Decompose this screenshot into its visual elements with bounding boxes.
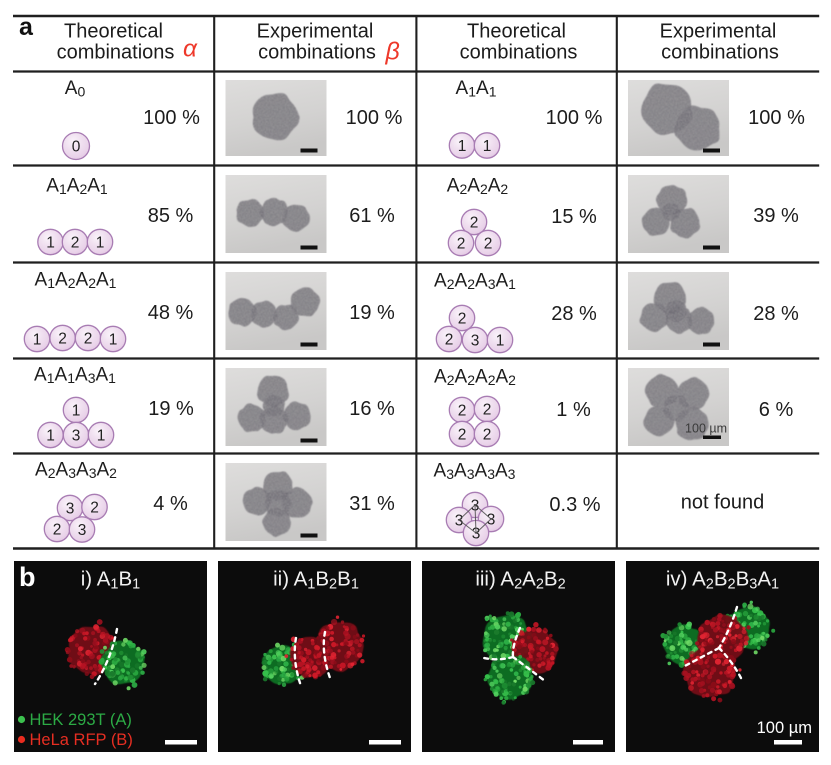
svg-text:A3​A3​A3​A3​: A3​A3​A3​A3​ <box>434 461 516 483</box>
svg-text:HEK 293T (A): HEK 293T (A) <box>30 711 132 729</box>
svg-text:A1​A1​: A1​A1​ <box>456 78 497 100</box>
svg-text:2: 2 <box>484 236 493 253</box>
svg-text:0.3 %: 0.3 % <box>549 494 600 516</box>
svg-text:combinations: combinations <box>258 42 376 64</box>
svg-text:iii) A2​A2​B2​: iii) A2​A2​B2​ <box>475 568 565 593</box>
svg-text:2: 2 <box>58 331 67 348</box>
svg-text:0: 0 <box>72 139 81 156</box>
svg-text:2: 2 <box>90 500 99 517</box>
svg-text:1: 1 <box>33 332 42 349</box>
svg-text:i) A1​B1​: i) A1​B1​ <box>81 568 140 593</box>
svg-text:combinations: combinations <box>57 42 175 64</box>
svg-text:100 µm: 100 µm <box>757 719 812 737</box>
svg-text:1: 1 <box>109 332 118 349</box>
svg-text:3: 3 <box>72 428 81 445</box>
svg-text:ii) A1​B2​B1​: ii) A1​B2​B1​ <box>273 568 359 593</box>
svg-text:A2​A3​A3​A2​: A2​A3​A3​A2​ <box>35 460 117 482</box>
svg-text:iv) A2​B2​B3​A1​: iv) A2​B2​B3​A1​ <box>666 568 779 593</box>
svg-text:Experimental: Experimental <box>660 21 777 43</box>
svg-text:A2​A2​A2​A2​: A2​A2​A2​A2​ <box>434 367 516 389</box>
svg-text:2: 2 <box>483 402 492 419</box>
svg-text:100 %: 100 % <box>143 107 200 129</box>
svg-text:A1​A2​A2​A1​: A1​A2​A2​A1​ <box>35 270 117 292</box>
svg-text:100 %: 100 % <box>748 107 805 129</box>
svg-text:19 %: 19 % <box>349 302 395 324</box>
svg-text:2: 2 <box>470 215 479 232</box>
svg-text:3: 3 <box>472 526 481 543</box>
svg-text:3: 3 <box>487 512 496 529</box>
svg-text:48 %: 48 % <box>148 302 194 324</box>
svg-text:1: 1 <box>46 235 55 252</box>
svg-text:A2​A2​A3​A1​: A2​A2​A3​A1​ <box>434 271 516 293</box>
svg-text:1: 1 <box>96 235 105 252</box>
svg-text:A2​A2​A2​: A2​A2​A2​ <box>447 176 509 198</box>
svg-text:2: 2 <box>483 427 492 444</box>
svg-text:100 µm: 100 µm <box>685 422 727 436</box>
svg-text:61 %: 61 % <box>349 205 395 227</box>
svg-text:combinations: combinations <box>661 42 779 64</box>
svg-text:1: 1 <box>46 428 55 445</box>
svg-text:100 %: 100 % <box>546 107 603 129</box>
svg-text:2: 2 <box>84 331 93 348</box>
svg-text:2: 2 <box>457 236 466 253</box>
svg-text:α: α <box>183 36 198 63</box>
svg-text:85 %: 85 % <box>148 205 194 227</box>
svg-text:β: β <box>385 38 400 66</box>
svg-text:a: a <box>19 13 34 41</box>
svg-text:39 %: 39 % <box>753 205 799 227</box>
svg-text:1: 1 <box>97 428 106 445</box>
svg-text:1: 1 <box>72 403 81 420</box>
svg-text:1 %: 1 % <box>556 399 591 421</box>
svg-text:6 %: 6 % <box>759 399 794 421</box>
svg-text:2: 2 <box>71 235 80 252</box>
svg-text:A0​: A0​ <box>65 78 86 100</box>
svg-text:Experimental: Experimental <box>257 21 374 43</box>
svg-text:2: 2 <box>458 427 467 444</box>
svg-text:19 %: 19 % <box>148 398 194 420</box>
svg-text:Theoretical: Theoretical <box>467 21 566 43</box>
svg-text:3: 3 <box>66 501 75 518</box>
svg-text:b: b <box>19 562 36 592</box>
svg-text:2: 2 <box>458 311 467 328</box>
svg-text:100 %: 100 % <box>346 107 403 129</box>
svg-text:16 %: 16 % <box>349 398 395 420</box>
svg-text:A1​A1​A3​A1​: A1​A1​A3​A1​ <box>34 365 116 387</box>
svg-text:28 %: 28 % <box>551 303 597 325</box>
svg-text:4 %: 4 % <box>153 493 188 515</box>
svg-text:2: 2 <box>445 332 454 349</box>
svg-text:3: 3 <box>455 513 464 530</box>
svg-text:2: 2 <box>53 522 62 539</box>
svg-text:3: 3 <box>471 333 480 350</box>
svg-text:1: 1 <box>496 333 505 350</box>
svg-text:1: 1 <box>483 138 492 155</box>
svg-text:HeLa RFP (B): HeLa RFP (B) <box>30 731 133 749</box>
svg-text:1: 1 <box>458 138 467 155</box>
svg-text:combinations: combinations <box>460 42 578 64</box>
svg-text:not found: not found <box>681 492 764 514</box>
svg-text:3: 3 <box>78 522 87 539</box>
svg-text:28 %: 28 % <box>753 303 799 325</box>
svg-text:2: 2 <box>458 403 467 420</box>
svg-text:Theoretical: Theoretical <box>64 21 163 43</box>
svg-text:15 %: 15 % <box>551 206 597 228</box>
svg-text:31 %: 31 % <box>349 493 395 515</box>
svg-text:A1​A2​A1​: A1​A2​A1​ <box>46 176 108 198</box>
